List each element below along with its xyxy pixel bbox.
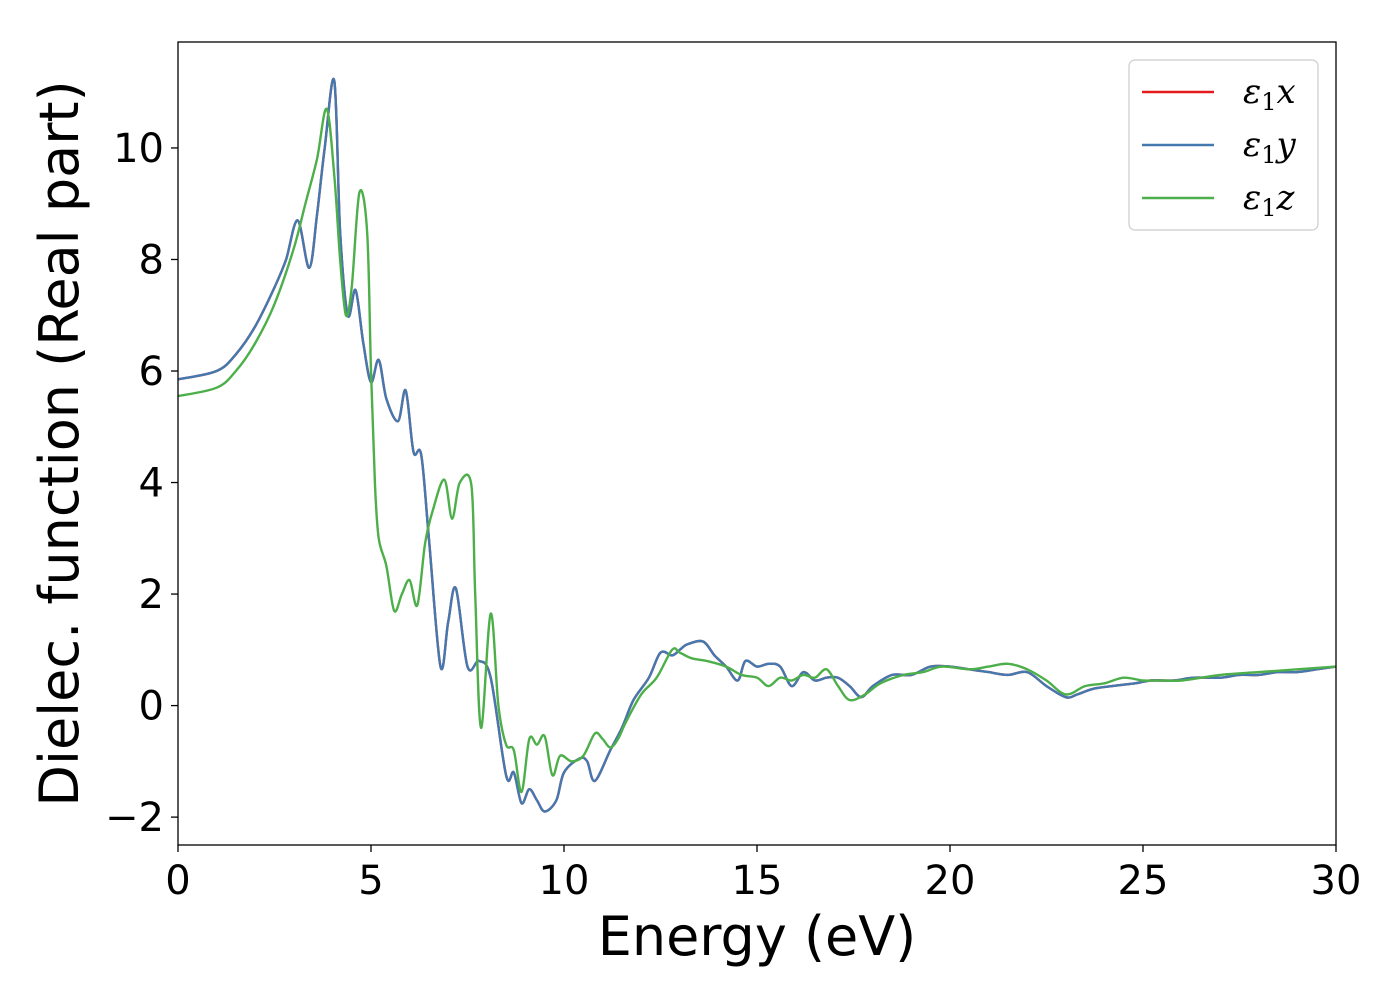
y-tick-label: 0 (139, 684, 164, 730)
x-axis: 0 5 10 15 20 25 30 (165, 845, 1361, 904)
x-tick-label: 30 (1311, 858, 1362, 904)
y-tick-label: 4 (139, 461, 164, 507)
x-tick-label: 10 (539, 858, 590, 904)
series-line-z (177, 107, 1337, 794)
legend-label-z: ε1z (1243, 178, 1296, 222)
x-tick-label: 20 (925, 858, 976, 904)
legend-box (1128, 59, 1319, 231)
y-axis: −2 0 2 4 6 8 10 (105, 126, 178, 841)
y-tick-label: 8 (139, 237, 164, 283)
y-tick-label: −2 (105, 795, 164, 841)
series-layer (177, 77, 1337, 813)
series-line-y (177, 77, 1337, 813)
legend-label-y: ε1y (1243, 125, 1297, 169)
legend: ε1x ε1y ε1z (1128, 59, 1319, 231)
x-tick-label: 15 (732, 858, 783, 904)
y-tick-label: 6 (139, 349, 164, 395)
x-tick-label: 5 (358, 858, 383, 904)
y-tick-label: 10 (113, 126, 164, 172)
y-axis-title: Dielec. function (Real part) (28, 80, 91, 806)
legend-label-x: ε1x (1243, 72, 1296, 116)
x-tick-label: 25 (1118, 858, 1169, 904)
x-tick-label: 0 (165, 858, 190, 904)
y-tick-label: 2 (139, 572, 164, 618)
x-axis-title: Energy (eV) (598, 905, 917, 968)
